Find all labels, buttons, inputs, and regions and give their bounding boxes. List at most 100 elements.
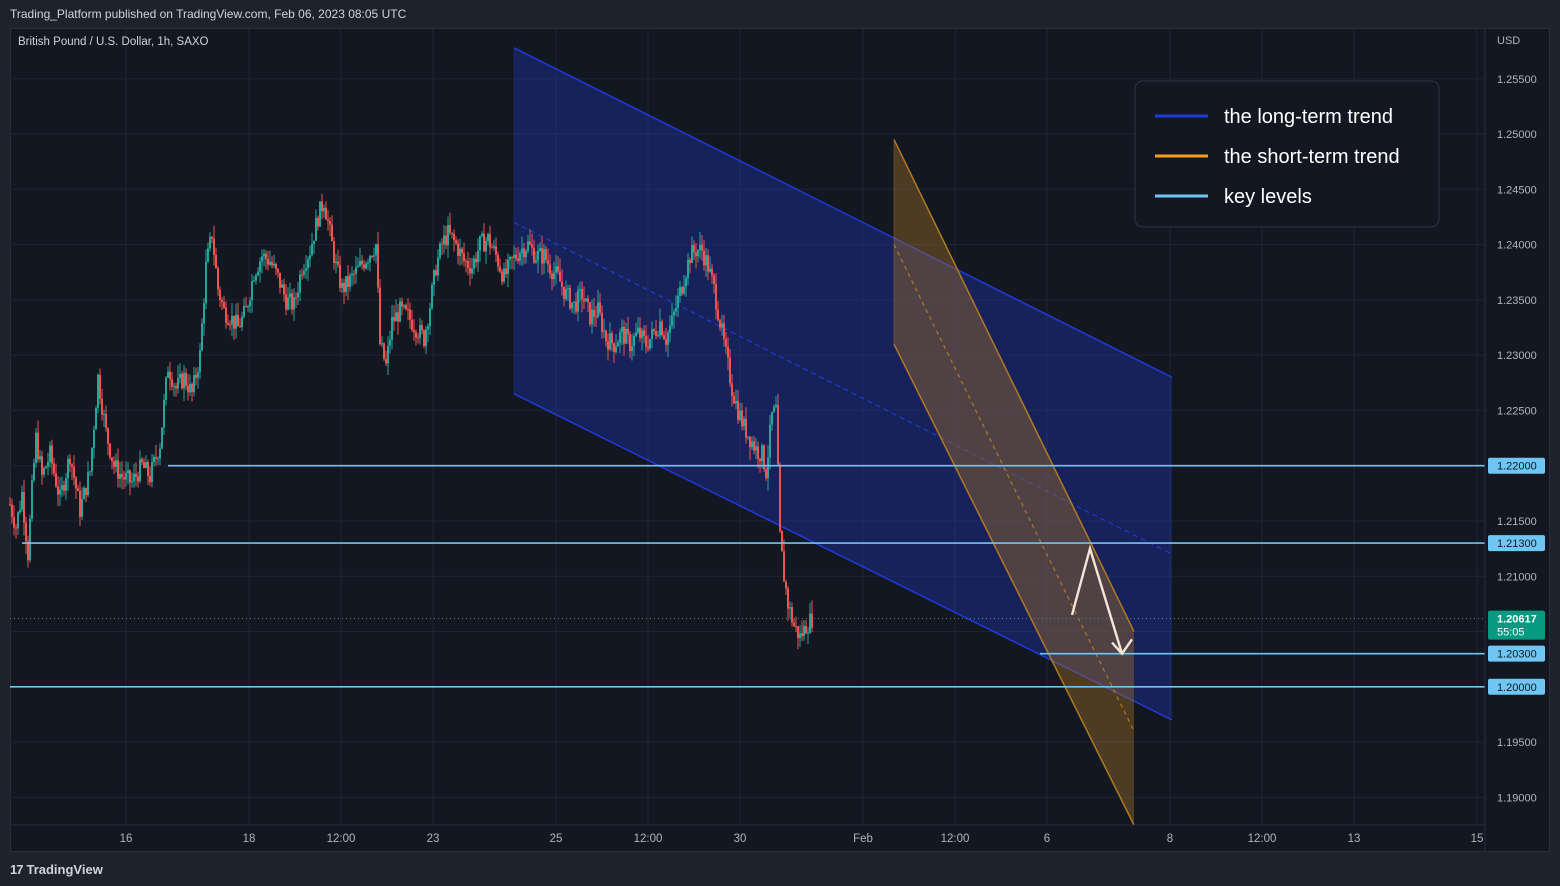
- candle-body: [281, 284, 283, 288]
- candle: [811, 600, 813, 633]
- candle-body: [705, 255, 707, 266]
- candle-body: [499, 266, 501, 272]
- candle: [369, 254, 371, 272]
- candle: [669, 315, 671, 343]
- candle-body: [737, 400, 739, 420]
- candle: [183, 364, 185, 402]
- candle-body: [117, 460, 119, 479]
- candle: [631, 334, 633, 361]
- price-tick-label: 1.21000: [1497, 571, 1537, 583]
- candle-body: [411, 319, 413, 331]
- time-tick-label: 30: [734, 833, 747, 845]
- candle: [635, 322, 637, 338]
- candle: [169, 362, 171, 391]
- candle-body: [447, 224, 449, 246]
- candle: [77, 484, 79, 492]
- candle: [73, 455, 75, 486]
- candle: [59, 477, 61, 507]
- candle-body: [655, 331, 657, 336]
- candle: [491, 243, 493, 249]
- candle-body: [25, 522, 27, 542]
- time-tick-label: 12:00: [327, 833, 356, 845]
- candle: [283, 278, 285, 302]
- candle-body: [413, 330, 415, 333]
- candle-body: [643, 330, 645, 337]
- candle-body: [213, 238, 215, 256]
- candle-body: [717, 309, 719, 321]
- candle: [93, 425, 95, 459]
- candle: [791, 602, 793, 627]
- candle: [581, 281, 583, 313]
- candle-body: [645, 336, 647, 347]
- candle-body: [753, 441, 755, 451]
- candle: [489, 225, 491, 255]
- candle: [551, 270, 553, 291]
- candle-body: [729, 357, 731, 384]
- candle-body: [443, 235, 445, 245]
- candle-body: [581, 288, 583, 300]
- candle: [155, 445, 157, 467]
- projection-arrowhead: [1111, 638, 1133, 656]
- candle-body: [199, 350, 201, 373]
- candle: [735, 389, 737, 410]
- candle: [755, 438, 757, 460]
- candle: [779, 462, 781, 534]
- candle: [57, 476, 59, 506]
- candle-body: [757, 446, 759, 459]
- candle-body: [659, 321, 661, 336]
- candle-body: [663, 335, 665, 340]
- candle: [429, 302, 431, 336]
- candle-body: [491, 247, 493, 249]
- time-tick-label: 8: [1167, 833, 1173, 845]
- candle: [671, 302, 673, 330]
- candle: [561, 269, 563, 296]
- candle: [427, 323, 429, 343]
- candle: [303, 263, 305, 278]
- time-axis: 16 18 12:00 23 25 12:00 30 Feb 12:00 6 8 12:00 13 15: [10, 824, 1485, 845]
- candle-body: [459, 248, 461, 256]
- candle-body: [679, 287, 681, 296]
- time-tick-label: 12:00: [1248, 833, 1277, 845]
- candle: [207, 242, 209, 263]
- candle-body: [177, 377, 179, 389]
- candle: [299, 269, 301, 301]
- candle: [327, 210, 329, 231]
- candle-body: [803, 625, 805, 637]
- candle: [601, 305, 603, 339]
- candle: [431, 282, 433, 311]
- candle: [139, 450, 141, 484]
- candle-body: [811, 613, 813, 628]
- candle-body: [333, 241, 335, 264]
- candle-body: [61, 485, 63, 490]
- candle-body: [347, 276, 349, 287]
- candle-body: [621, 326, 623, 333]
- candle-body: [63, 485, 65, 491]
- candle: [225, 301, 227, 329]
- candle: [371, 255, 373, 259]
- candle: [317, 215, 319, 231]
- long-channel-lower: [513, 393, 1173, 721]
- candle: [739, 402, 741, 422]
- candle-body: [635, 332, 637, 336]
- candle: [435, 264, 437, 277]
- candle-body: [715, 283, 717, 310]
- candle-body: [675, 307, 677, 312]
- candle-body: [425, 329, 427, 347]
- candle-body: [519, 253, 521, 261]
- candle-body: [799, 633, 801, 639]
- candle-body: [639, 327, 641, 339]
- long-channel-fill: [514, 47, 1172, 720]
- candle: [245, 296, 247, 308]
- candle: [273, 254, 275, 269]
- candle: [563, 286, 565, 307]
- candle: [683, 274, 685, 296]
- candle-body: [337, 261, 339, 265]
- candle-body: [185, 372, 187, 386]
- candle: [773, 404, 775, 414]
- candle-body: [513, 254, 515, 258]
- candle-body: [321, 201, 323, 212]
- legend-box: [1134, 80, 1440, 228]
- candle-body: [87, 472, 89, 496]
- candle-body: [467, 261, 469, 269]
